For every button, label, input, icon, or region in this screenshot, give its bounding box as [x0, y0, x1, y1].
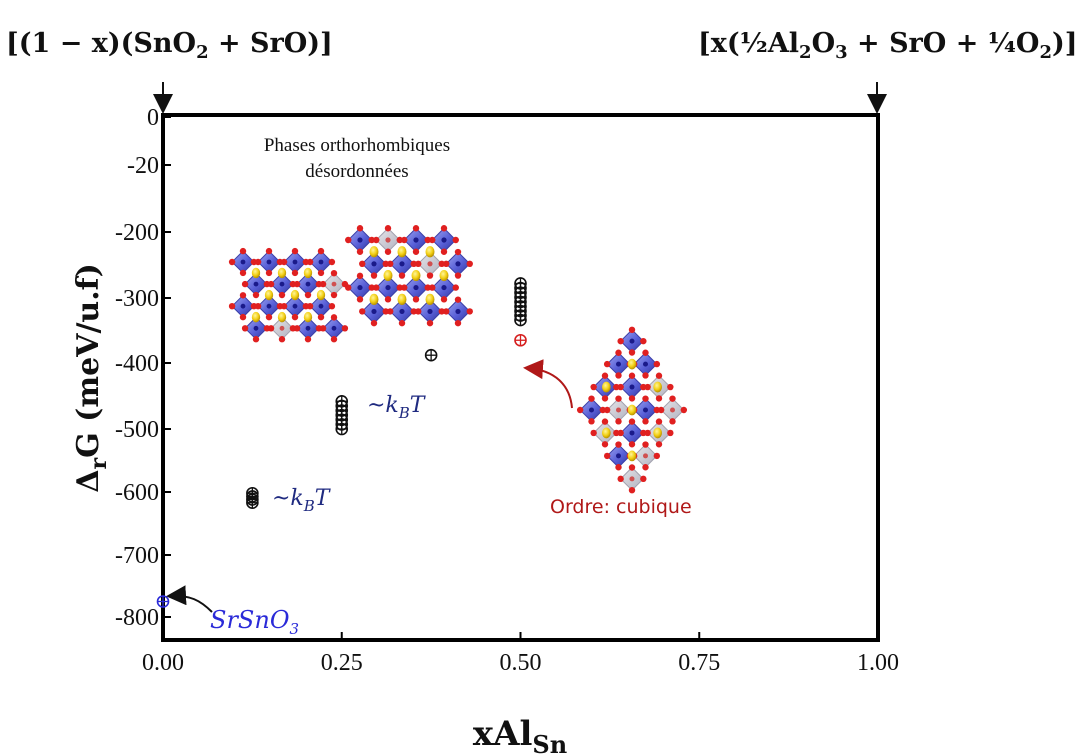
- atom-sphere-icon: [290, 289, 300, 301]
- ordre-arrow: [523, 359, 573, 409]
- octahedron-icon: [617, 372, 647, 402]
- x-tick-label: 0.50: [500, 650, 542, 676]
- y-axis-title-sub: r: [86, 458, 112, 470]
- octahedron-icon: [657, 395, 688, 425]
- octahedron-icon: [345, 272, 375, 303]
- atom-sphere-icon: [627, 358, 637, 370]
- octahedron-icon: [306, 247, 336, 277]
- y-axis-title: ΔrG (meV/u.f): [71, 263, 112, 493]
- y-tick-label: -500: [115, 417, 159, 443]
- x-tick-label: 0.75: [678, 650, 720, 676]
- atom-sphere-icon: [653, 381, 662, 393]
- atom-sphere-icon: [277, 267, 287, 279]
- right-formula-text: [x(½Al2O3 + SrO + ¼O2)]: [698, 28, 1078, 63]
- y-tick-label: -300: [115, 286, 159, 312]
- octahedron-icon: [267, 269, 297, 299]
- y-axis-title-delta: Δ: [71, 470, 106, 493]
- octahedron-icon: [387, 248, 417, 279]
- atom-sphere-icon: [277, 311, 287, 323]
- data-point: [514, 313, 527, 327]
- y-tick-label: -400: [115, 351, 159, 377]
- atom-sphere-icon: [251, 311, 261, 323]
- annotation-kbt-lower: ~kBT: [272, 486, 332, 515]
- atom-sphere-icon: [251, 267, 261, 279]
- left-formula: [(1 − x)(SnO2 + SrO)]: [6, 28, 333, 63]
- atom-sphere-icon: [602, 381, 611, 393]
- y-tick-label: 0: [147, 105, 159, 131]
- atom-sphere-icon: [425, 293, 435, 305]
- octahedron-icon: [293, 314, 323, 343]
- atom-sphere-icon: [602, 427, 611, 439]
- y-tick-label: -600: [115, 480, 159, 506]
- y-axis-title-rest: G (meV/u.f): [71, 263, 106, 458]
- octahedron-icon: [401, 272, 431, 303]
- octahedron-icon: [345, 225, 375, 255]
- data-point: [514, 333, 527, 347]
- plot-frame: [161, 113, 880, 642]
- atom-sphere-icon: [653, 427, 662, 439]
- atom-sphere-icon: [425, 246, 435, 258]
- y-tick-label: -800: [115, 605, 159, 631]
- x-tick-label: 0.00: [142, 650, 184, 676]
- octahedron-icon: [415, 296, 445, 327]
- atom-sphere-icon: [439, 269, 449, 282]
- annotation-kbt-upper: ~kBT: [367, 393, 427, 422]
- octahedron-icon: [280, 247, 310, 277]
- octahedron-icon: [443, 248, 473, 279]
- atom-sphere-icon: [303, 311, 313, 323]
- data-point: [424, 348, 438, 362]
- atom-sphere-icon: [369, 293, 379, 305]
- annotation-phases-line2: désordonnées: [305, 161, 408, 182]
- annotation-phases-line1: Phases orthorhombiques: [264, 135, 450, 156]
- octahedron-icon: [373, 225, 403, 255]
- crystal-structure-illustrations: [228, 225, 688, 494]
- octahedron-icon: [576, 395, 607, 425]
- atom-sphere-icon: [411, 269, 421, 282]
- octahedron-icon: [359, 248, 389, 279]
- atom-sphere-icon: [303, 267, 313, 279]
- octahedron-icon: [401, 225, 431, 255]
- data-point: [335, 422, 349, 436]
- x-axis-title-sub: Sn: [532, 730, 567, 754]
- octahedron-icon: [319, 269, 349, 299]
- data-points: [156, 277, 527, 608]
- y-tick-label: -20: [127, 153, 159, 179]
- octahedron-icon: [306, 292, 336, 321]
- atom-sphere-icon: [264, 289, 274, 301]
- annotation-srsno3: SrSnO3: [210, 606, 299, 638]
- data-point: [246, 496, 259, 510]
- y-tick-label: -200: [115, 220, 159, 246]
- x-tick-label: 0.25: [321, 650, 363, 676]
- srsno3-arrow: [166, 585, 213, 613]
- octahedron-icon: [617, 464, 647, 494]
- octahedron-icon: [617, 326, 647, 356]
- atom-sphere-icon: [627, 404, 637, 416]
- annotation-ordre-cubique: Ordre: cubique: [550, 496, 692, 518]
- atom-sphere-icon: [369, 246, 379, 258]
- data-point: [156, 595, 170, 608]
- octahedron-icon: [429, 225, 459, 255]
- octahedron-icon: [319, 314, 349, 343]
- x-axis-title-main: xAl: [473, 714, 533, 754]
- axis-ticks: 0 -20 -200 -300 -400 -500 -600 -700 -800 0.00 0.25…: [115, 105, 899, 676]
- octahedron-icon: [617, 418, 647, 448]
- y-tick-label: -700: [115, 543, 159, 569]
- atom-sphere-icon: [383, 269, 393, 282]
- octahedron-icon: [443, 296, 473, 327]
- right-formula: [x(½Al2O3 + SrO + ¼O2)]: [698, 28, 1078, 63]
- atom-sphere-icon: [397, 293, 407, 305]
- x-tick-label: 1.00: [857, 650, 899, 676]
- atom-sphere-icon: [397, 246, 407, 258]
- atom-sphere-icon: [316, 289, 326, 301]
- atom-sphere-icon: [627, 450, 637, 462]
- x-axis-title: xAlSn: [473, 714, 567, 754]
